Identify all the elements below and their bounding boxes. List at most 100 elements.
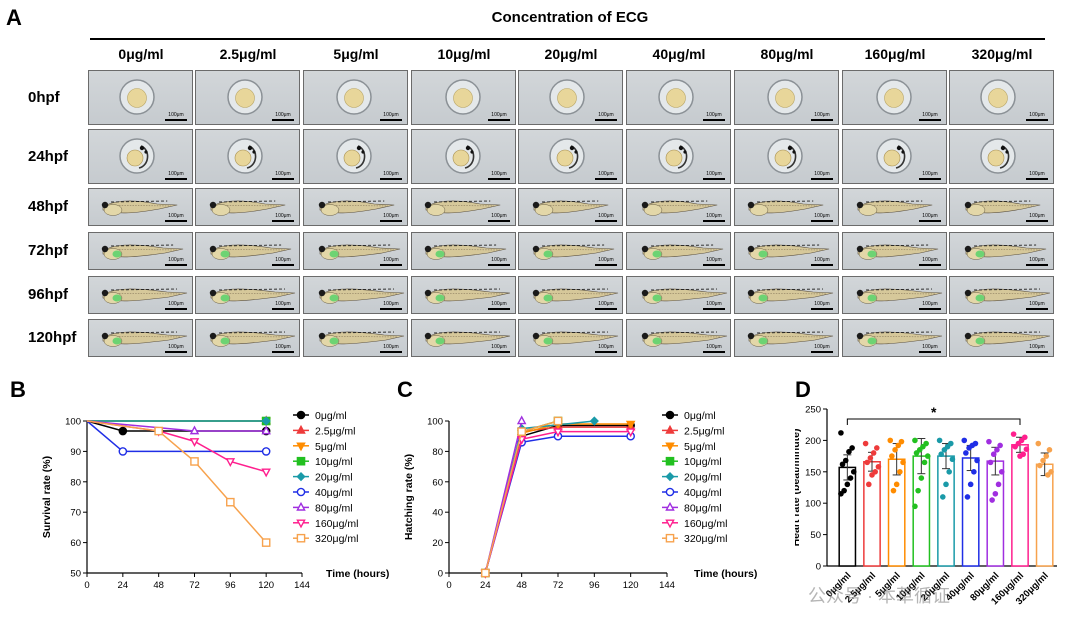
scale-bar-label: 100μm (168, 344, 184, 350)
scale-bar-label: 100μm (383, 344, 399, 350)
scale-bar-line (1026, 351, 1048, 353)
embryo-picture (735, 71, 838, 124)
data-point (918, 475, 925, 481)
scale-bar-label: 100μm (706, 301, 722, 307)
embryo-image: 100μm (518, 70, 623, 125)
embryo-picture (304, 130, 407, 183)
embryo-picture (735, 233, 838, 269)
x-tick-label: 0 (84, 580, 89, 591)
embryo-image: 100μm (842, 129, 947, 184)
data-point (912, 503, 918, 510)
scale-bar: 100μm (165, 171, 187, 180)
scale-bar-line (488, 351, 510, 353)
data-point (1010, 431, 1017, 437)
scale-bar: 100μm (811, 301, 833, 310)
legend-item: 320μg/ml (662, 533, 727, 545)
series-line (484, 423, 631, 574)
x-tick-label: 48 (153, 580, 164, 591)
embryo-picture (627, 189, 730, 225)
series (481, 416, 563, 578)
scale-bar-line (272, 264, 294, 266)
embryo-image: 100μm (195, 319, 300, 357)
embryo-picture (843, 233, 946, 269)
legend-label: 20μg/ml (315, 472, 353, 484)
data-point (1043, 453, 1050, 459)
scale-bar-line (488, 220, 510, 222)
legend-label: 40μg/ml (684, 487, 722, 499)
data-point (892, 447, 898, 453)
embryo-image: 100μm (303, 70, 408, 125)
embryo-picture (412, 233, 515, 269)
watermark: 公众号 · 本草循证 (808, 586, 950, 606)
legend-label: 160μg/ml (684, 518, 727, 530)
embryo-picture (843, 320, 946, 356)
scale-bar-line (919, 178, 941, 180)
embryo-image: 100μm (949, 232, 1054, 270)
data-point (296, 456, 306, 466)
scale-bar: 100μm (595, 171, 617, 180)
embryo-image: 100μm (949, 188, 1054, 226)
embryo-picture (196, 320, 299, 356)
concentration-label: 2.5μg/ml (219, 46, 277, 62)
scale-bar: 100μm (380, 112, 402, 121)
embryo-picture (519, 189, 622, 225)
embryo-picture (412, 130, 515, 183)
data-point (838, 430, 844, 436)
data-point (963, 450, 969, 456)
legend-label: 5μg/ml (684, 441, 716, 453)
scale-bar-label: 100μm (275, 213, 291, 219)
data-point (261, 468, 271, 478)
scale-bar: 100μm (811, 213, 833, 222)
embryo-image: 100μm (303, 276, 408, 314)
y-tick-label: 40 (432, 508, 443, 519)
scale-bar-line (272, 119, 294, 121)
data-point (992, 490, 999, 497)
scale-bar-line (811, 119, 833, 121)
data-point (893, 481, 900, 488)
bar-group (986, 438, 1005, 567)
embryo-image: 100μm (195, 129, 300, 184)
scale-bar: 100μm (703, 171, 725, 180)
embryo-picture (412, 277, 515, 313)
timepoint-label: 72hpf (28, 242, 69, 259)
scale-bar-line (811, 351, 833, 353)
scale-bar-label: 100μm (1029, 213, 1045, 219)
data-point (864, 459, 870, 466)
data-point (553, 428, 563, 438)
data-point (900, 459, 906, 466)
data-point (949, 456, 956, 463)
data-point (890, 487, 897, 494)
data-point (844, 481, 851, 488)
data-point (867, 455, 874, 461)
y-tick-label: 100 (65, 417, 81, 428)
data-point (665, 442, 675, 452)
embryo-picture (412, 71, 515, 124)
embryo-image: 100μm (88, 188, 193, 226)
scale-bar: 100μm (165, 112, 187, 121)
scale-bar: 100μm (272, 301, 294, 310)
data-point (986, 438, 992, 445)
data-point (190, 457, 199, 466)
embryo-picture (412, 189, 515, 225)
scale-bar-line (380, 178, 402, 180)
embryo-picture (304, 320, 407, 356)
embryo-image: 100μm (195, 70, 300, 125)
data-point (915, 487, 921, 494)
legend-label: 40μg/ml (315, 487, 353, 499)
scale-bar-line (595, 178, 617, 180)
embryo-image: 100μm (518, 232, 623, 270)
legend-label: 2.5μg/ml (315, 425, 355, 437)
series (480, 428, 636, 579)
legend-item: 20μg/ml (662, 472, 722, 484)
scale-bar-line (811, 178, 833, 180)
embryo-image: 100μm (626, 129, 731, 184)
embryo-picture (627, 130, 730, 183)
legend-label: 10μg/ml (684, 456, 722, 468)
scale-bar-line (811, 308, 833, 310)
scale-bar-line (1026, 264, 1048, 266)
data-point (481, 568, 490, 578)
scale-bar-label: 100μm (491, 257, 507, 263)
bar-group (862, 440, 882, 567)
data-point (296, 410, 306, 420)
scale-bar: 100μm (272, 344, 294, 353)
